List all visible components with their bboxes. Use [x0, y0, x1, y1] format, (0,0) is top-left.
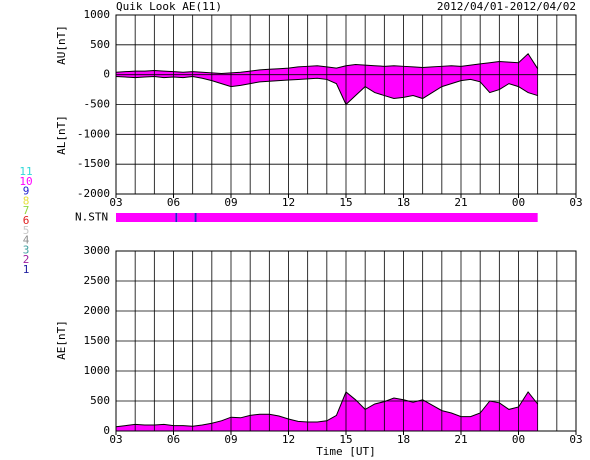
- y-tick-label: 500: [90, 38, 110, 51]
- x-tick-label: 12: [282, 196, 295, 209]
- plot-frame: [115, 14, 577, 195]
- legend-entry: 2: [23, 253, 30, 266]
- legend-entry: 9: [23, 185, 30, 198]
- y-tick-label: -500: [84, 98, 111, 111]
- x-tick-label: 18: [397, 196, 410, 209]
- legend-entry: 11: [19, 165, 32, 178]
- x-tick-label: 15: [339, 433, 352, 446]
- y-axis-label: AL[nT]: [55, 115, 68, 155]
- legend-entry: 7: [23, 204, 30, 217]
- title: Quik Look AE(11): [116, 0, 222, 13]
- legend-entry: 10: [19, 175, 32, 188]
- station-segment: [175, 213, 178, 222]
- bar-label: N.STN: [75, 211, 108, 224]
- x-tick-label: 03: [109, 196, 122, 209]
- station-segment: [194, 213, 197, 222]
- y-tick-label: 3000: [84, 244, 111, 257]
- date-range: 2012/04/01-2012/04/02: [437, 0, 576, 13]
- x-tick-label: 12: [282, 433, 295, 446]
- y-tick-label: 0: [103, 68, 110, 81]
- x-tick-label: 03: [569, 196, 582, 209]
- y-tick-label: -1500: [77, 157, 110, 170]
- station-segment: [116, 213, 176, 222]
- y-tick-label: -2000: [77, 187, 110, 200]
- x-tick-label: 15: [339, 196, 352, 209]
- y-tick-label: 1000: [84, 364, 111, 377]
- x-tick-label: 00: [512, 433, 525, 446]
- area: [116, 74, 538, 105]
- y-tick-label: 1000: [84, 8, 111, 21]
- legend-entry: 5: [23, 224, 30, 237]
- legend-entry: 1: [23, 263, 30, 276]
- legend-entry: 4: [23, 234, 30, 247]
- x-tick-label: 09: [224, 433, 237, 446]
- legend-entry: 3: [23, 243, 30, 256]
- x-tick-label: 03: [569, 433, 582, 446]
- legend-entry: 6: [23, 214, 30, 227]
- area: [116, 53, 538, 75]
- y-tick-label: 2500: [84, 274, 111, 287]
- y-tick-label: 0: [103, 424, 110, 437]
- x-tick-label: 00: [512, 196, 525, 209]
- legend-entry: 8: [23, 194, 30, 207]
- station-segment: [177, 213, 195, 222]
- x-tick-label: 09: [224, 196, 237, 209]
- y-tick-label: 500: [90, 394, 110, 407]
- x-tick-label: 21: [454, 196, 467, 209]
- x-tick-label: 21: [454, 433, 467, 446]
- x-tick-label: 03: [109, 433, 122, 446]
- y-tick-label: 2000: [84, 304, 111, 317]
- y-axis-label: AU[nT]: [55, 25, 68, 65]
- x-axis-label: Time [UT]: [316, 445, 376, 458]
- station-segment: [196, 213, 538, 222]
- x-tick-label: 06: [167, 433, 180, 446]
- y-axis-label: AE[nT]: [55, 320, 68, 360]
- x-tick-label: 06: [167, 196, 180, 209]
- x-tick-label: 18: [397, 433, 410, 446]
- plot-frame: [115, 250, 577, 432]
- y-tick-label: -1000: [77, 127, 110, 140]
- y-tick-label: 1500: [84, 334, 111, 347]
